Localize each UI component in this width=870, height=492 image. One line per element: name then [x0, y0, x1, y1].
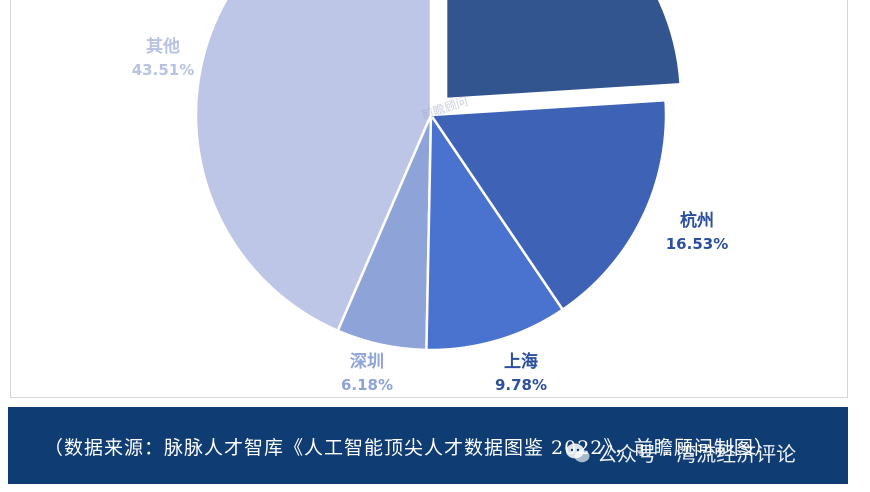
- slice-label-value: 9.78%: [495, 376, 547, 394]
- source-caption: （数据来源：脉脉人才智库《人工智能顶尖人才数据图鉴 2022》，前瞻顾问制图）: [44, 437, 774, 459]
- slice-label-name: 杭州: [680, 210, 714, 231]
- chart-panel: 其他 43.51% 深圳 6.18% 上海 9.78% 杭州 16.53% 前瞻顾问: [10, 0, 848, 398]
- slice-label-name: 上海: [504, 351, 538, 372]
- pie-slice-杭州: [428, 98, 668, 312]
- wechat-icon: [566, 443, 590, 462]
- wechat-account-text: 公众号 · 湾流经济评论: [597, 442, 797, 466]
- slice-label-value: 43.51%: [132, 61, 194, 79]
- slice-label-name: 其他: [146, 36, 180, 57]
- wechat-watermark: 公众号 · 湾流经济评论: [565, 438, 796, 467]
- pie-slice-上海: [425, 111, 565, 352]
- pie-slice-unlabeled: [444, 0, 682, 101]
- slice-label-name: 深圳: [350, 351, 384, 372]
- caption-bar: （数据来源：脉脉人才智库《人工智能顶尖人才数据图鉴 2022》，前瞻顾问制图）: [8, 407, 848, 484]
- slice-label-value: 16.53%: [666, 235, 728, 253]
- slice-label-value: 6.18%: [341, 376, 393, 394]
